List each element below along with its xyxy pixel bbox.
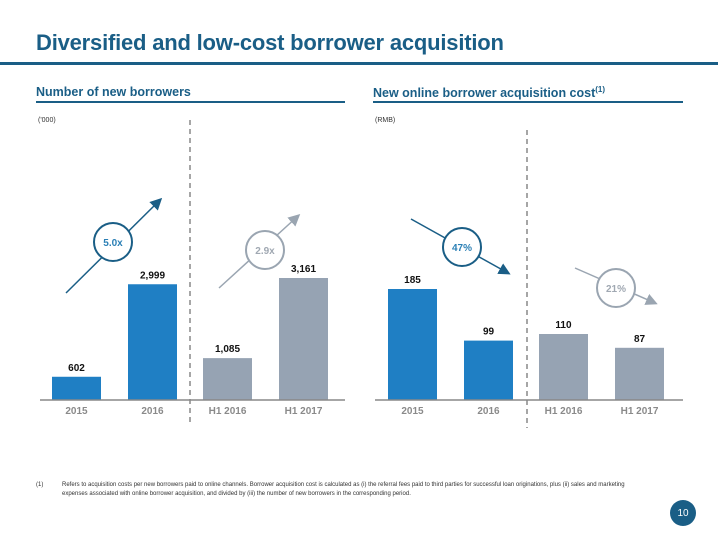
borrowers-callout-label: 5.0x	[103, 238, 123, 249]
borrowers-callout-circle	[93, 222, 133, 262]
cost-category-label: H1 2017	[621, 406, 659, 417]
borrowers-callout-label: 2.9x	[255, 246, 275, 257]
left-chart-title: Number of new borrowers	[36, 85, 191, 99]
right-chart-unit: (RMB)	[375, 117, 396, 124]
right-chart-title: New online borrower acquisition cost(1)	[373, 85, 605, 100]
left-chart-unit: ('000)	[38, 117, 56, 124]
cost-value-label: 110	[555, 320, 572, 331]
footnote-number: (1)	[36, 482, 44, 488]
cost-bar-h1-2017	[615, 347, 664, 400]
page-title: Diversified and low-cost borrower acquis…	[36, 30, 504, 55]
borrowers-value-label: 3,161	[291, 264, 316, 275]
cost-callout-circle	[442, 227, 482, 267]
borrowers-value-label: 2,999	[140, 270, 165, 281]
borrowers-bar-h1-2016	[203, 358, 252, 400]
left-chart-divider	[36, 101, 345, 103]
cost-bar-2016	[464, 340, 513, 400]
cost-callout-circle	[596, 268, 636, 308]
cost-value-label: 185	[404, 275, 421, 286]
borrowers-category-label: H1 2017	[285, 406, 323, 417]
cost-category-label: 2015	[401, 406, 424, 417]
borrowers-category-label: 2016	[141, 406, 164, 417]
borrowers-bar-2015	[52, 376, 101, 400]
cost-value-label: 87	[634, 334, 646, 345]
cost-category-label: H1 2016	[545, 406, 583, 417]
borrowers-value-label: 1,085	[215, 344, 240, 355]
borrowers-category-label: 2015	[65, 406, 88, 417]
footnote-text: Refers to acquisition costs per new borr…	[62, 482, 625, 497]
borrowers-value-label: 602	[68, 363, 85, 374]
title-divider	[0, 62, 718, 65]
borrowers-bar-2016	[128, 284, 177, 400]
borrowers-bar-h1-2017	[279, 278, 328, 400]
cost-value-label: 99	[483, 327, 495, 338]
borrowers-category-label: H1 2016	[209, 406, 247, 417]
footnote-ref: (1)	[595, 85, 606, 94]
cost-category-label: 2016	[477, 406, 500, 417]
cost-callout-label: 47%	[452, 243, 472, 254]
cost-bar-h1-2016	[539, 334, 588, 400]
right-chart-title-text: New online borrower acquisition cost	[373, 86, 596, 101]
borrowers-callout-circle	[245, 230, 285, 270]
right-chart-divider	[373, 101, 683, 103]
cost-bar-2015	[388, 289, 437, 400]
cost-callout-label: 21%	[606, 284, 626, 295]
page-number: 10	[670, 500, 696, 526]
